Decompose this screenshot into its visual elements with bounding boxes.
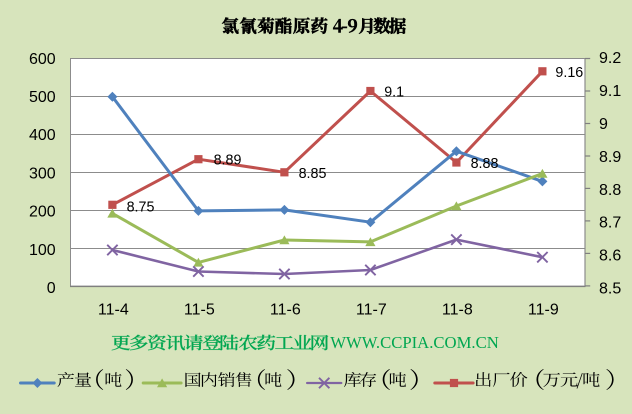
svg-text:9.1: 9.1 <box>599 83 621 100</box>
svg-text:9.16: 9.16 <box>555 65 583 81</box>
svg-text:11-6: 11-6 <box>270 302 301 319</box>
svg-text:600: 600 <box>29 51 56 68</box>
svg-text:200: 200 <box>29 204 56 221</box>
svg-text:9.1: 9.1 <box>384 85 404 101</box>
svg-text:8.88: 8.88 <box>471 156 499 172</box>
svg-text:WWW.CCPIA.COM.CN: WWW.CCPIA.COM.CN <box>330 333 499 352</box>
svg-text:8.6: 8.6 <box>599 248 621 265</box>
svg-text:8.75: 8.75 <box>127 199 155 215</box>
svg-text:400: 400 <box>29 127 56 144</box>
svg-text:0: 0 <box>47 280 56 297</box>
svg-text:9: 9 <box>599 116 608 133</box>
svg-text:8.9: 8.9 <box>599 149 621 166</box>
svg-text:100: 100 <box>29 242 56 259</box>
svg-text:8.5: 8.5 <box>599 281 621 298</box>
svg-text:11-8: 11-8 <box>442 302 473 319</box>
svg-text:11-7: 11-7 <box>356 302 387 319</box>
svg-text:8.85: 8.85 <box>299 166 327 182</box>
svg-text:9.2: 9.2 <box>599 50 621 67</box>
svg-text:11-9: 11-9 <box>528 302 559 319</box>
svg-text:11-4: 11-4 <box>98 302 129 319</box>
svg-text:8.89: 8.89 <box>214 153 242 169</box>
svg-text:300: 300 <box>29 165 56 182</box>
svg-text:8.8: 8.8 <box>599 182 621 199</box>
svg-text:8.7: 8.7 <box>599 215 621 232</box>
svg-text:11-5: 11-5 <box>184 302 215 319</box>
svg-text:500: 500 <box>29 89 56 106</box>
